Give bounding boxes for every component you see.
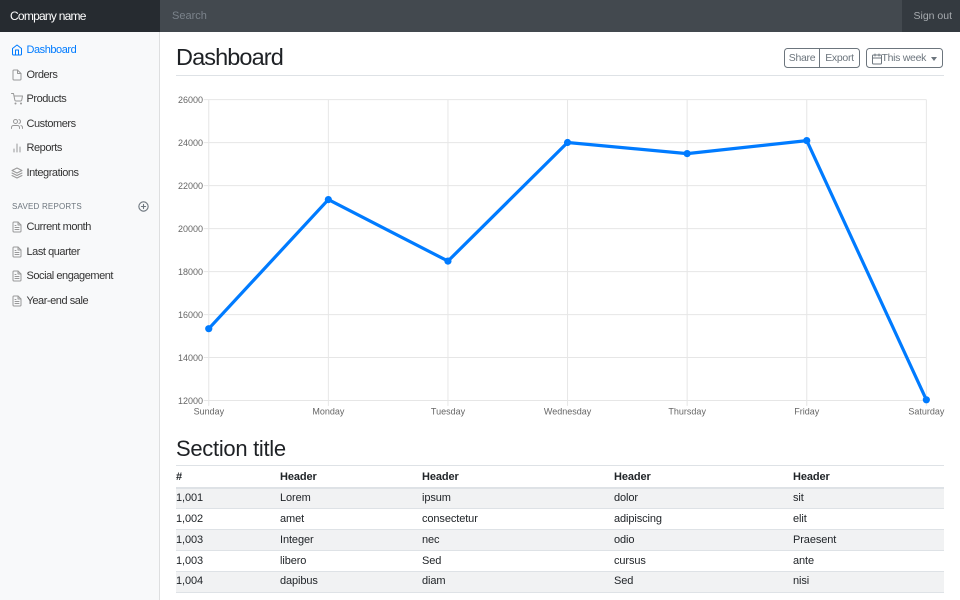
svg-text:12000: 12000 — [178, 396, 203, 406]
svg-text:14000: 14000 — [178, 353, 203, 363]
svg-text:Monday: Monday — [312, 406, 345, 416]
svg-text:26000: 26000 — [178, 95, 203, 105]
svg-text:16000: 16000 — [178, 310, 203, 320]
svg-text:Thursday: Thursday — [668, 406, 706, 416]
svg-text:24000: 24000 — [178, 138, 203, 148]
svg-text:18000: 18000 — [178, 267, 203, 277]
svg-text:22000: 22000 — [178, 181, 203, 191]
svg-text:20000: 20000 — [178, 224, 203, 234]
svg-text:Sunday: Sunday — [194, 406, 225, 416]
svg-text:Saturday: Saturday — [908, 406, 945, 416]
svg-text:Tuesday: Tuesday — [431, 406, 466, 416]
svg-text:Wednesday: Wednesday — [544, 406, 592, 416]
svg-text:Friday: Friday — [794, 406, 820, 416]
